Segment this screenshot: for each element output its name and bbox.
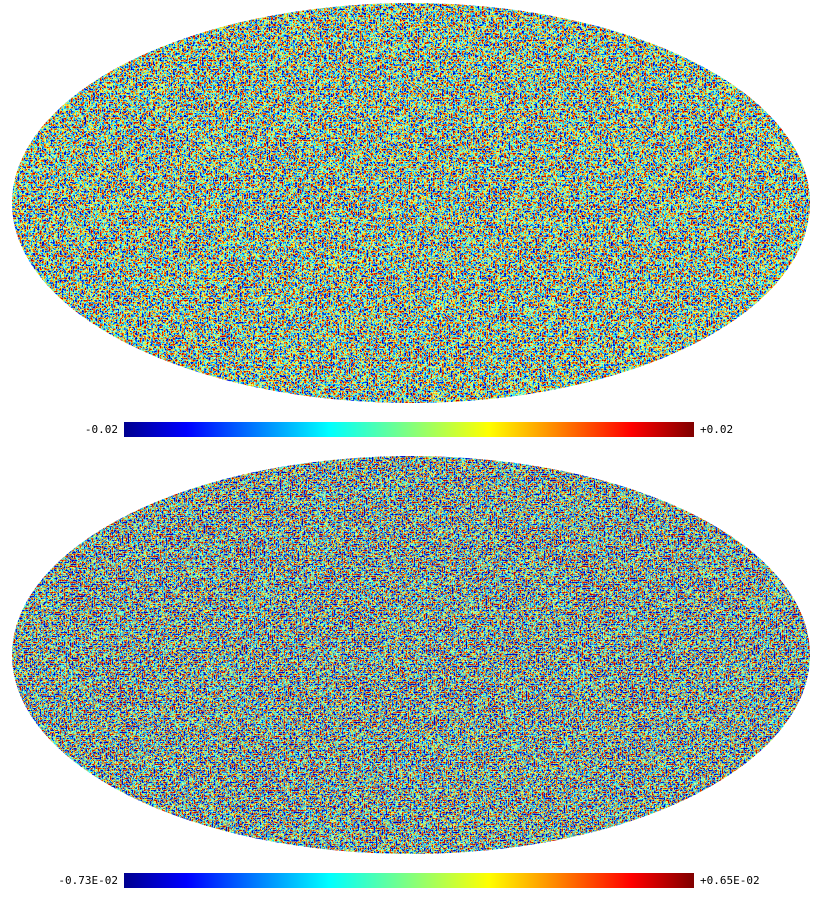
- colorbar: [124, 873, 694, 888]
- sky-map: [12, 456, 810, 854]
- colorbar: [124, 422, 694, 437]
- colorbar-max-label: +0.02: [700, 423, 733, 436]
- colorbar-min-label: -0.02: [85, 423, 118, 436]
- colorbar-max-label: +0.65E-02: [700, 874, 760, 887]
- sky-map: [12, 3, 810, 403]
- colorbar-min-label: -0.73E-02: [58, 874, 118, 887]
